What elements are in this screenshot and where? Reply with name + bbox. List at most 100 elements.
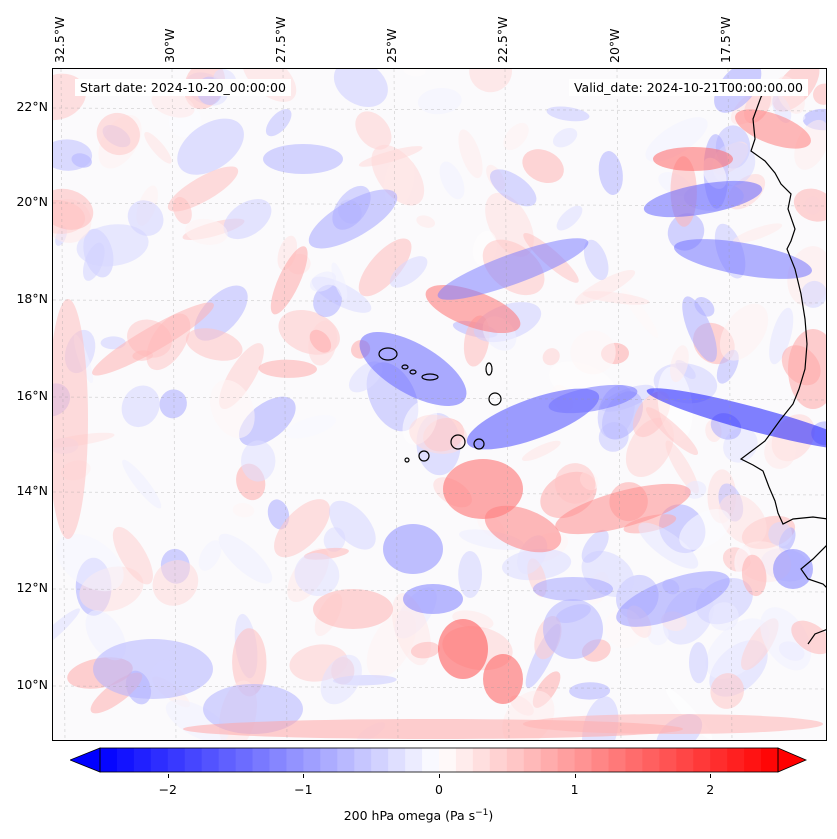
- colorbar-segment: [303, 748, 321, 772]
- omega-contour-patch: [735, 109, 811, 149]
- omega-contour-patch: [383, 524, 443, 574]
- omega-contour-patch: [329, 500, 376, 550]
- omega-contour-patch: [240, 440, 276, 482]
- colorbar-segment: [540, 748, 559, 772]
- omega-contour-patch: [265, 108, 292, 137]
- omega-contour-patch: [313, 284, 342, 318]
- omega-contour-patch: [653, 147, 733, 171]
- colorbar-segment: [354, 748, 372, 772]
- omega-contour-patch: [710, 673, 745, 709]
- omega-contour-patch: [218, 533, 273, 584]
- meridian-gridline: [171, 69, 177, 740]
- omega-contour-patch: [177, 118, 244, 175]
- omega-contour-patch: [417, 87, 462, 115]
- omega-contour-patch: [320, 654, 362, 705]
- omega-contour-patch: [333, 69, 388, 107]
- meridian-gridline: [60, 69, 66, 740]
- omega-contour-patch: [258, 359, 317, 378]
- omega-contour-patch: [773, 549, 813, 589]
- omega-contour-patch: [719, 303, 769, 361]
- colorbar-segment: [523, 748, 542, 772]
- colorbar-tick-label: 0: [435, 782, 443, 797]
- omega-contour-patch: [238, 396, 296, 446]
- omega-contour-patch: [523, 714, 823, 734]
- omega-contour-patch: [263, 144, 343, 174]
- colorbar-segment: [625, 748, 643, 772]
- colorbar-segment: [506, 748, 525, 772]
- lon-label: 27.5°W: [273, 16, 288, 63]
- omega-contour-patch: [274, 499, 331, 558]
- island-outline: [401, 364, 409, 370]
- omega-contour-patch: [402, 69, 426, 77]
- omega-contour-patch: [267, 499, 290, 530]
- lon-label: 30°W: [162, 28, 177, 63]
- island-outline: [421, 373, 439, 381]
- colorbar-segment: [489, 748, 508, 772]
- omega-contour-patch: [469, 69, 512, 93]
- omega-contour-patch: [543, 599, 603, 659]
- omega-contour-patch: [581, 529, 609, 563]
- colorbar-border: [99, 747, 779, 773]
- colorbar-extend-low: [68, 747, 101, 773]
- omega-contour-patch: [223, 199, 272, 240]
- colorbar-segment: [337, 748, 355, 772]
- omega-contour-patch: [53, 608, 80, 655]
- lon-label: 32.5°W: [52, 16, 67, 63]
- omega-contour-patch: [533, 577, 613, 601]
- omega-contour-patch: [53, 139, 93, 171]
- omega-contour-patch: [768, 521, 793, 547]
- omega-contour-patch: [167, 166, 239, 212]
- omega-contour-patch: [484, 505, 562, 553]
- colorbar-tick-mark: [439, 774, 440, 778]
- lon-label: 25°W: [384, 28, 399, 63]
- omega-contour-patch: [270, 246, 308, 315]
- colorbar-tick-mark: [167, 774, 169, 778]
- omega-contour-patch: [542, 348, 560, 366]
- colorbar-segment: [761, 748, 779, 772]
- colorbar-segment: [422, 748, 440, 772]
- omega-contour-patch: [308, 189, 398, 249]
- omega-contour-patch: [439, 161, 465, 200]
- omega-contour-patch: [682, 296, 717, 362]
- colorbar-segment: [405, 748, 423, 772]
- omega-contour-patch: [438, 619, 488, 679]
- start-date-text: Start date: 2024-10-20_00:00:00: [75, 79, 291, 96]
- omega-contour-patch: [358, 238, 412, 297]
- omega-contour-patch: [569, 682, 611, 700]
- lat-label: 10°N: [16, 677, 48, 692]
- omega-contour-patch: [313, 589, 393, 629]
- omega-contour-patch: [583, 239, 609, 281]
- omega-contour-patch: [554, 463, 596, 504]
- omega-contour-patch: [355, 111, 392, 150]
- omega-contour-patch: [788, 329, 826, 409]
- colorbar-segment: [455, 748, 474, 772]
- omega-contour-patch: [598, 151, 623, 195]
- colorbar-segment: [100, 748, 118, 772]
- colorbar-segment: [116, 748, 135, 772]
- colorbar-segment: [472, 748, 491, 772]
- colorbar-tick-label: −1: [294, 782, 313, 797]
- colorbar-tick-label: 2: [706, 782, 715, 797]
- colorbar-segment: [439, 748, 457, 772]
- island-outline: [473, 438, 485, 450]
- colorbar-tick-mark: [303, 774, 305, 778]
- colorbar-segment: [167, 748, 186, 772]
- omega-contour-patch: [646, 388, 826, 450]
- omega-contour-patch: [309, 329, 332, 353]
- lat-label: 22°N: [16, 99, 48, 114]
- omega-contour-patch: [93, 639, 213, 699]
- omega-contour-patch: [285, 415, 337, 439]
- omega-contour-patch: [53, 188, 94, 230]
- omega-contour-patch: [309, 271, 337, 292]
- omega-contour-patch: [443, 459, 523, 519]
- island-outline: [450, 434, 466, 450]
- omega-contour-patch: [96, 112, 140, 156]
- omega-contour-patch: [638, 522, 699, 569]
- omega-contour-patch: [122, 459, 162, 509]
- omega-contour-patch: [688, 642, 709, 684]
- colorbar-segment: [659, 748, 677, 772]
- omega-contour-patch: [522, 149, 564, 184]
- omega-contour-patch: [331, 262, 348, 300]
- colorbar-segment: [269, 748, 287, 772]
- omega-contour-patch: [294, 552, 340, 597]
